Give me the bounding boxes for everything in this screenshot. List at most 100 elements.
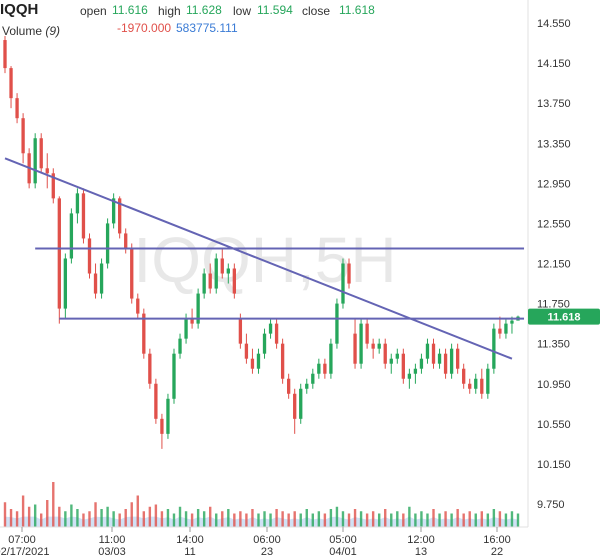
high-label: high <box>158 4 181 18</box>
candle-body <box>455 348 460 369</box>
candle-body <box>353 333 357 364</box>
volume-bar <box>227 509 230 527</box>
volume-bar <box>263 511 266 527</box>
candle-body <box>124 233 128 249</box>
candle <box>57 196 61 324</box>
volume-bar <box>408 506 411 527</box>
time-tick-label: 06:00 <box>253 534 281 546</box>
candle-body <box>449 348 454 374</box>
candle-body <box>226 268 230 274</box>
candle-body <box>154 383 158 419</box>
candle <box>407 368 412 389</box>
candle <box>51 168 55 204</box>
candle <box>437 348 442 369</box>
date-tick-label: 03/03 <box>98 546 126 558</box>
candle <box>413 363 418 384</box>
candle <box>87 233 92 279</box>
candle-body <box>395 353 399 359</box>
trendlines <box>4 157 525 360</box>
candle-body <box>202 273 206 294</box>
candle-body <box>81 193 86 239</box>
candle <box>81 188 86 244</box>
volume-bar <box>209 506 212 527</box>
candle-body <box>256 353 261 369</box>
volume-bar <box>88 511 91 527</box>
candle <box>214 253 218 294</box>
volume-bar <box>377 513 381 527</box>
volume-bar <box>130 502 133 527</box>
candle <box>142 308 146 359</box>
candle-body <box>220 258 224 274</box>
candle <box>105 218 110 269</box>
volume-bar <box>184 511 188 527</box>
open-value: 11.616 <box>112 3 148 17</box>
time-tick-label: 07:00 <box>8 534 36 546</box>
candle-body <box>341 263 345 304</box>
candle <box>480 368 484 399</box>
volume-label-text: Volume <box>2 24 43 38</box>
volume-bar <box>456 509 459 527</box>
candle <box>299 383 303 424</box>
low-label: low <box>233 4 252 18</box>
candle <box>365 318 369 349</box>
price-tick-label: 11.750 <box>537 299 570 311</box>
candle <box>401 348 405 384</box>
time-tick-label: 14:00 <box>176 534 204 546</box>
volume-histogram <box>3 482 520 527</box>
candle-body <box>293 393 297 419</box>
volume-change-value: -1970.000 <box>117 21 172 35</box>
volume-bar <box>233 513 236 527</box>
candle <box>3 36 7 74</box>
candle <box>15 93 19 124</box>
candle-body <box>148 353 152 384</box>
volume-bar <box>245 513 248 527</box>
candle-body <box>492 328 496 369</box>
volume-bar <box>510 511 514 527</box>
candle-body <box>377 343 381 349</box>
price-tick-label: 12.950 <box>537 178 571 190</box>
candle <box>504 318 508 339</box>
volume-bar <box>293 511 296 527</box>
candle <box>111 193 116 229</box>
volume-value: 583775.111 <box>176 21 238 35</box>
date-tick-label: 02/17/2021 <box>0 546 50 558</box>
date-tick-label: 22 <box>491 546 503 558</box>
candle <box>232 263 237 299</box>
candle <box>311 368 315 389</box>
candle-body <box>486 368 490 394</box>
candle <box>166 393 170 439</box>
candle-body <box>286 378 291 394</box>
candle <box>280 338 285 384</box>
volume-bar <box>178 506 182 527</box>
volume-bar <box>450 513 453 527</box>
volume-bar <box>305 509 308 527</box>
date-tick-label: 11 <box>184 546 195 558</box>
volume-bar <box>142 511 146 527</box>
candle <box>130 243 134 304</box>
candle-body <box>431 343 436 364</box>
candle-body <box>166 398 170 434</box>
last-price-badge-bg <box>528 308 600 325</box>
candle-body <box>480 378 484 394</box>
candle-body <box>232 268 237 294</box>
candle <box>250 348 255 374</box>
volume-bar <box>82 513 85 527</box>
candle <box>93 263 98 299</box>
volume-bar <box>112 511 115 527</box>
candle-body <box>347 263 351 284</box>
volume-bar <box>371 511 375 527</box>
price-tick-label: 10.950 <box>537 379 571 391</box>
volume-bar <box>239 511 242 527</box>
close-label: close <box>302 4 331 18</box>
volume-bar <box>323 513 327 527</box>
volume-bar <box>468 511 471 527</box>
candle-body <box>208 273 212 289</box>
candle-body <box>33 138 37 184</box>
candle <box>353 318 357 369</box>
candle <box>220 248 224 279</box>
price-tick-label: 11.350 <box>537 339 570 351</box>
candle-body <box>407 373 412 379</box>
volume-bar <box>124 509 127 527</box>
volume-bar <box>3 502 7 527</box>
